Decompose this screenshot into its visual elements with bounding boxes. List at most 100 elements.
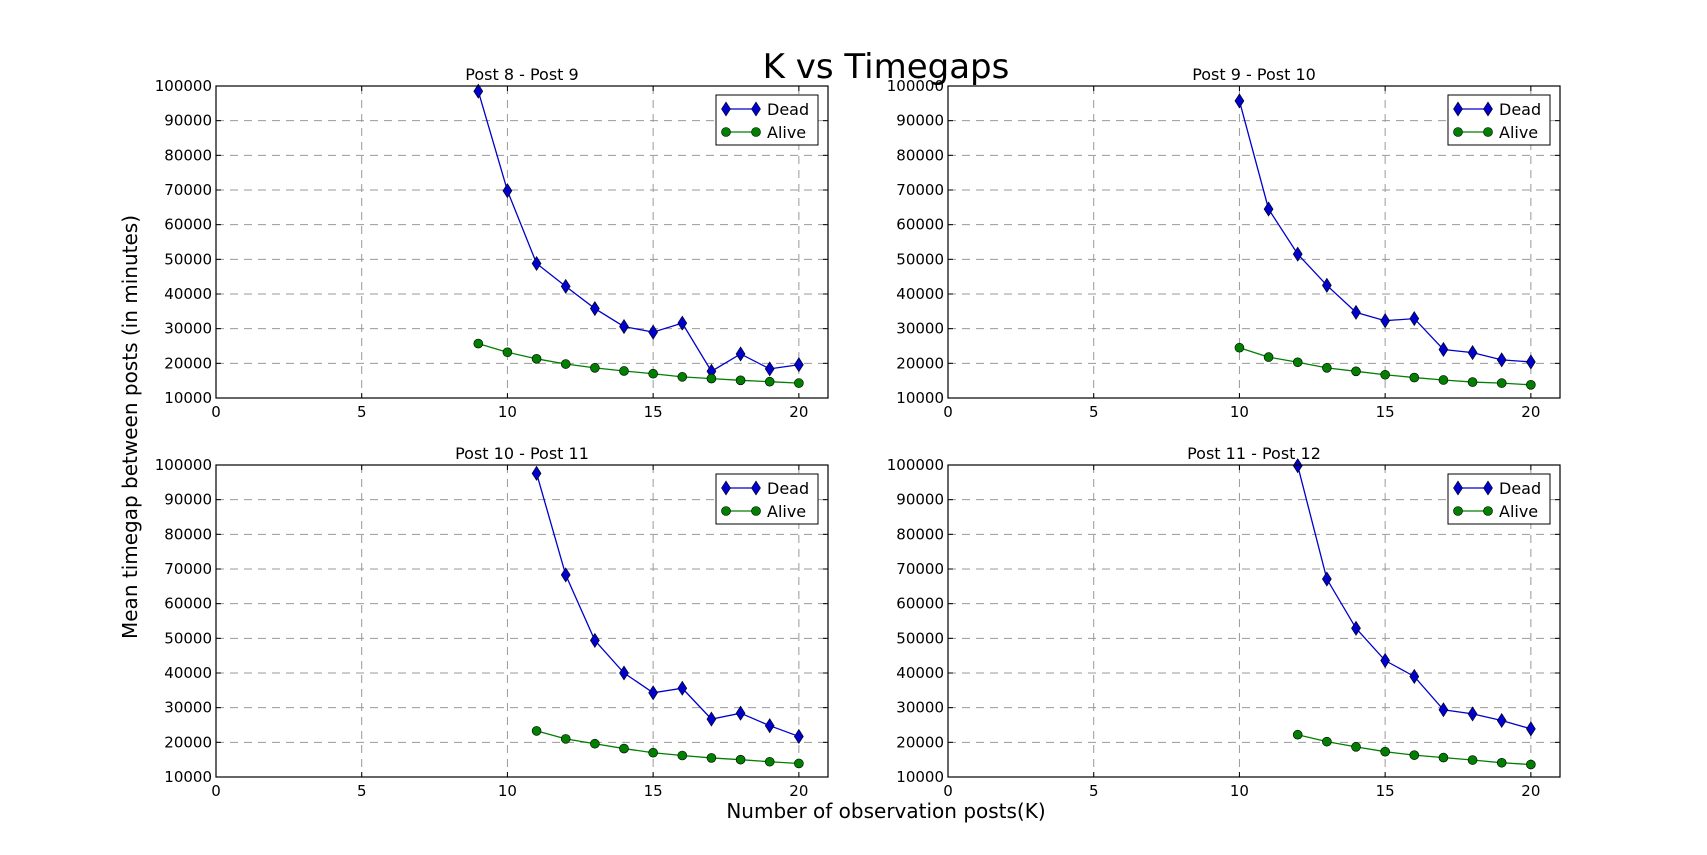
y-tick-label: 50000 bbox=[164, 250, 212, 268]
legend-marker-alive bbox=[751, 506, 761, 516]
y-tick-label: 100000 bbox=[887, 77, 944, 95]
data-point-dead bbox=[531, 465, 542, 481]
legend: Dead Alive bbox=[715, 94, 819, 146]
y-tick-label: 90000 bbox=[164, 491, 212, 509]
subplot-2: 0 5 10 15 20 10000 20000 30000 40000 50000 60000 70… bbox=[887, 65, 1561, 421]
data-point-alive bbox=[619, 743, 629, 754]
subplot-title: Post 9 - Post 10 bbox=[1192, 65, 1316, 84]
x-tick-label: 15 bbox=[1376, 403, 1395, 421]
x-tick-label: 20 bbox=[789, 403, 808, 421]
data-point-dead bbox=[1322, 571, 1332, 587]
y-tick-label: 80000 bbox=[164, 525, 212, 543]
data-point-alive bbox=[1292, 357, 1303, 368]
y-tick-label: 70000 bbox=[896, 181, 944, 199]
data-point-alive bbox=[1438, 752, 1449, 763]
y-tick-label: 60000 bbox=[164, 216, 212, 234]
plot-frame bbox=[215, 464, 829, 778]
data-point-alive bbox=[590, 363, 600, 373]
subplot-panels: 0 5 10 15 20 10000 20000 30000 40000 50000 60000 70… bbox=[155, 65, 1561, 800]
data-point-alive bbox=[1292, 729, 1303, 740]
legend-marker-alive bbox=[1483, 127, 1493, 137]
data-point-alive bbox=[764, 756, 775, 767]
y-tick-label: 50000 bbox=[896, 629, 944, 647]
data-point-alive bbox=[1322, 363, 1332, 373]
series-group bbox=[1234, 93, 1536, 390]
data-point-dead bbox=[764, 361, 775, 377]
data-point-dead bbox=[1438, 702, 1449, 718]
y-tick-label: 30000 bbox=[164, 320, 212, 338]
legend-label-alive: Alive bbox=[767, 502, 806, 521]
subplot-title: Post 11 - Post 12 bbox=[1187, 444, 1321, 463]
x-tick-label: 5 bbox=[1089, 403, 1099, 421]
data-point-dead bbox=[1467, 345, 1478, 361]
data-point-dead bbox=[1409, 668, 1420, 685]
data-point-dead bbox=[1234, 93, 1245, 109]
series-line-dead bbox=[477, 91, 799, 373]
data-point-alive bbox=[1380, 369, 1390, 380]
data-point-dead bbox=[1526, 354, 1536, 370]
y-tick-label: 50000 bbox=[896, 250, 944, 268]
y-tick-label: 70000 bbox=[164, 560, 212, 578]
y-tick-label: 40000 bbox=[164, 285, 212, 303]
data-point-dead bbox=[735, 705, 746, 721]
series-group bbox=[531, 465, 804, 769]
y-tick-label: 30000 bbox=[164, 699, 212, 717]
data-point-alive bbox=[706, 373, 717, 384]
y-tick-label: 90000 bbox=[896, 112, 944, 130]
legend-label-alive: Alive bbox=[767, 123, 806, 142]
y-tick-label: 100000 bbox=[887, 456, 944, 474]
data-point-dead bbox=[1351, 304, 1361, 320]
subplot-4: 0 5 10 15 20 10000 20000 30000 40000 50000 60000 70… bbox=[887, 444, 1561, 800]
series-group bbox=[473, 83, 804, 388]
data-point-alive bbox=[1496, 378, 1507, 388]
legend: Dead Alive bbox=[1447, 473, 1551, 525]
legend-marker-dead bbox=[721, 480, 731, 496]
data-point-alive bbox=[1322, 736, 1332, 747]
data-point-dead bbox=[1380, 313, 1390, 329]
data-point-alive bbox=[1467, 755, 1478, 765]
data-point-alive bbox=[531, 726, 542, 736]
data-point-alive bbox=[1234, 342, 1245, 353]
data-point-dead bbox=[619, 665, 629, 681]
y-tick-label: 10000 bbox=[896, 768, 944, 786]
data-point-alive bbox=[706, 753, 717, 763]
data-point-alive bbox=[1526, 759, 1536, 770]
legend-marker-dead bbox=[721, 101, 731, 117]
data-point-alive bbox=[1526, 380, 1536, 390]
y-tick-label: 60000 bbox=[896, 216, 944, 234]
x-tick-label: 0 bbox=[943, 782, 953, 800]
data-point-dead bbox=[1322, 277, 1332, 293]
data-point-dead bbox=[764, 718, 775, 734]
legend-marker-dead bbox=[751, 101, 761, 117]
data-point-dead bbox=[473, 83, 484, 99]
data-point-alive bbox=[1351, 366, 1361, 377]
data-point-dead bbox=[735, 346, 746, 362]
y-tick-label: 80000 bbox=[896, 146, 944, 164]
y-tick-label: 60000 bbox=[896, 595, 944, 613]
data-point-dead bbox=[560, 567, 571, 583]
data-point-alive bbox=[560, 734, 571, 744]
y-tick-label: 20000 bbox=[896, 354, 944, 372]
y-tick-label: 100000 bbox=[155, 456, 212, 474]
subplot-title: Post 10 - Post 11 bbox=[455, 444, 589, 463]
data-point-alive bbox=[531, 354, 542, 364]
data-point-alive bbox=[473, 338, 484, 349]
data-point-dead bbox=[1496, 712, 1507, 729]
data-point-dead bbox=[1263, 201, 1274, 217]
legend-marker-dead bbox=[751, 480, 761, 496]
legend-marker-dead bbox=[1453, 101, 1463, 117]
data-point-dead bbox=[794, 728, 804, 744]
data-point-alive bbox=[1496, 757, 1507, 768]
y-axis-label: Mean timegap between posts (in minutes) bbox=[118, 215, 142, 639]
x-tick-label: 10 bbox=[498, 782, 517, 800]
data-point-dead bbox=[502, 183, 513, 199]
data-point-dead bbox=[648, 685, 658, 701]
y-tick-label: 90000 bbox=[164, 112, 212, 130]
data-point-alive bbox=[648, 747, 658, 758]
legend-label-alive: Alive bbox=[1499, 123, 1538, 142]
data-point-dead bbox=[1438, 341, 1449, 358]
legend-label-dead: Dead bbox=[767, 479, 809, 498]
data-point-dead bbox=[1496, 352, 1507, 368]
data-point-dead bbox=[590, 301, 600, 317]
data-point-alive bbox=[1263, 352, 1274, 362]
